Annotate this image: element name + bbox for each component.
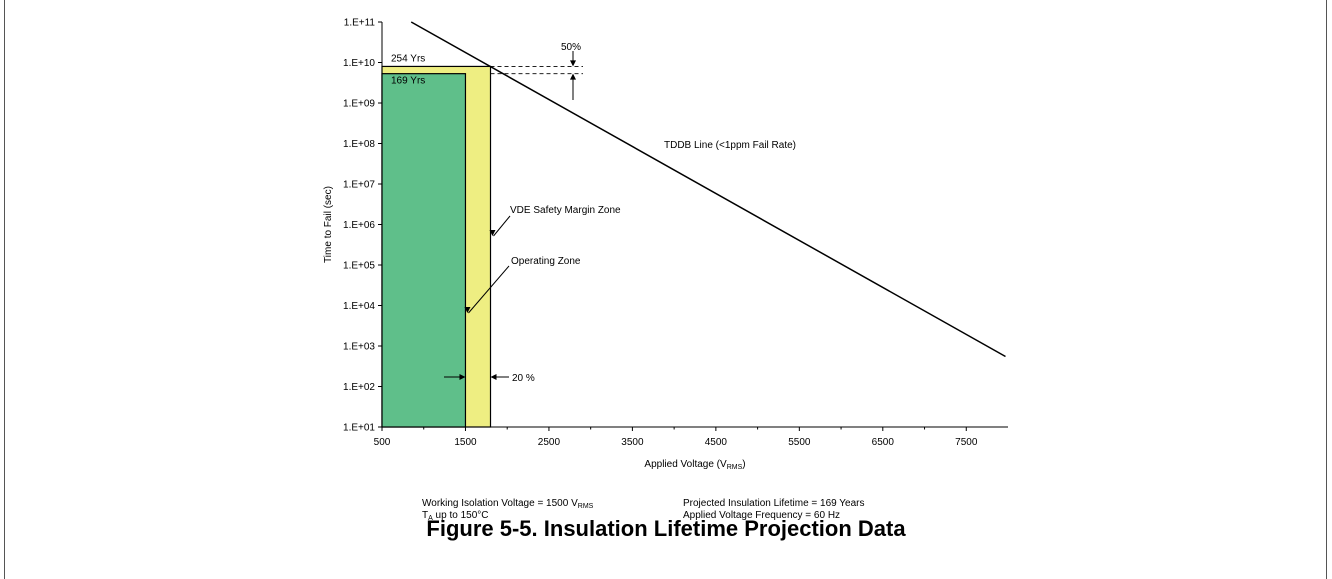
x-tick-label: 4500 — [705, 437, 728, 448]
operating-zone-rect — [381, 73, 467, 428]
safety-zone-leader-head — [489, 230, 496, 236]
tddb-line — [410, 21, 1006, 358]
operating-zone-leader-head — [464, 307, 471, 313]
note-working-voltage: Working Isolation Voltage = 1500 VRMS — [422, 498, 594, 510]
x-axis-label: Applied Voltage (VRMS) — [644, 459, 745, 471]
margin-percent-label: 50% — [561, 42, 581, 53]
margin-arrow-bottom-head — [570, 73, 576, 80]
page-frame-right — [1326, 0, 1327, 579]
safety-zone-leader — [493, 215, 511, 237]
y-tick-label: 1.E+02 — [343, 382, 375, 393]
operating-zone-leader — [468, 265, 510, 314]
x-tick-label: 6500 — [872, 437, 895, 448]
note-projected-lifetime: Projected Insulation Lifetime = 169 Year… — [683, 498, 865, 509]
tddb-line-label: TDDB Line (<1ppm Fail Rate) — [664, 140, 796, 151]
x-tick-label: 500 — [374, 437, 391, 448]
y-tick-label: 1.E+03 — [343, 342, 375, 353]
operating-zone-label: Operating Zone — [511, 256, 581, 267]
lifetime-254-label: 254 Yrs — [391, 53, 425, 64]
y-tick-label: 1.E+07 — [343, 180, 375, 191]
x-tick-label: 2500 — [538, 437, 561, 448]
x-tick-label: 3500 — [621, 437, 644, 448]
x-tick-label: 1500 — [454, 437, 477, 448]
y-tick-label: 1.E+05 — [343, 261, 375, 272]
y-tick-label: 1.E+04 — [343, 301, 375, 312]
note-frequency: Applied Voltage Frequency = 60 Hz — [683, 510, 841, 521]
y-tick-label: 1.E+09 — [343, 99, 375, 110]
width-arrow-right-head — [490, 374, 497, 380]
x-tick-label: 7500 — [955, 437, 978, 448]
lifetime-chart: 1.E+01 1.E+02 1.E+03 1.E+04 1.E+05 1.E+06 1.E+… — [323, 18, 1008, 471]
y-tick-label: 1.E+11 — [344, 18, 376, 29]
note-ambient-temp: TA up to 150°C — [422, 510, 489, 522]
width-arrow-left-head — [459, 374, 466, 380]
y-tick-label: 1.E+01 — [343, 423, 375, 434]
y-tick-label: 1.E+06 — [343, 220, 375, 231]
lifetime-169-label: 169 Yrs — [391, 76, 425, 87]
width-percent-label: 20 % — [512, 373, 535, 384]
page-frame-left — [4, 0, 5, 579]
y-tick-label: 1.E+08 — [343, 139, 375, 150]
margin-arrow-top-head — [570, 60, 576, 67]
figure-caption: Figure 5-5. Insulation Lifetime Projecti… — [426, 516, 906, 541]
y-axis-label: Time to Fail (sec) — [323, 186, 334, 263]
safety-zone-label: VDE Safety Margin Zone — [510, 205, 621, 216]
x-tick-label: 5500 — [788, 437, 811, 448]
y-tick-label: 1.E+10 — [343, 58, 375, 69]
